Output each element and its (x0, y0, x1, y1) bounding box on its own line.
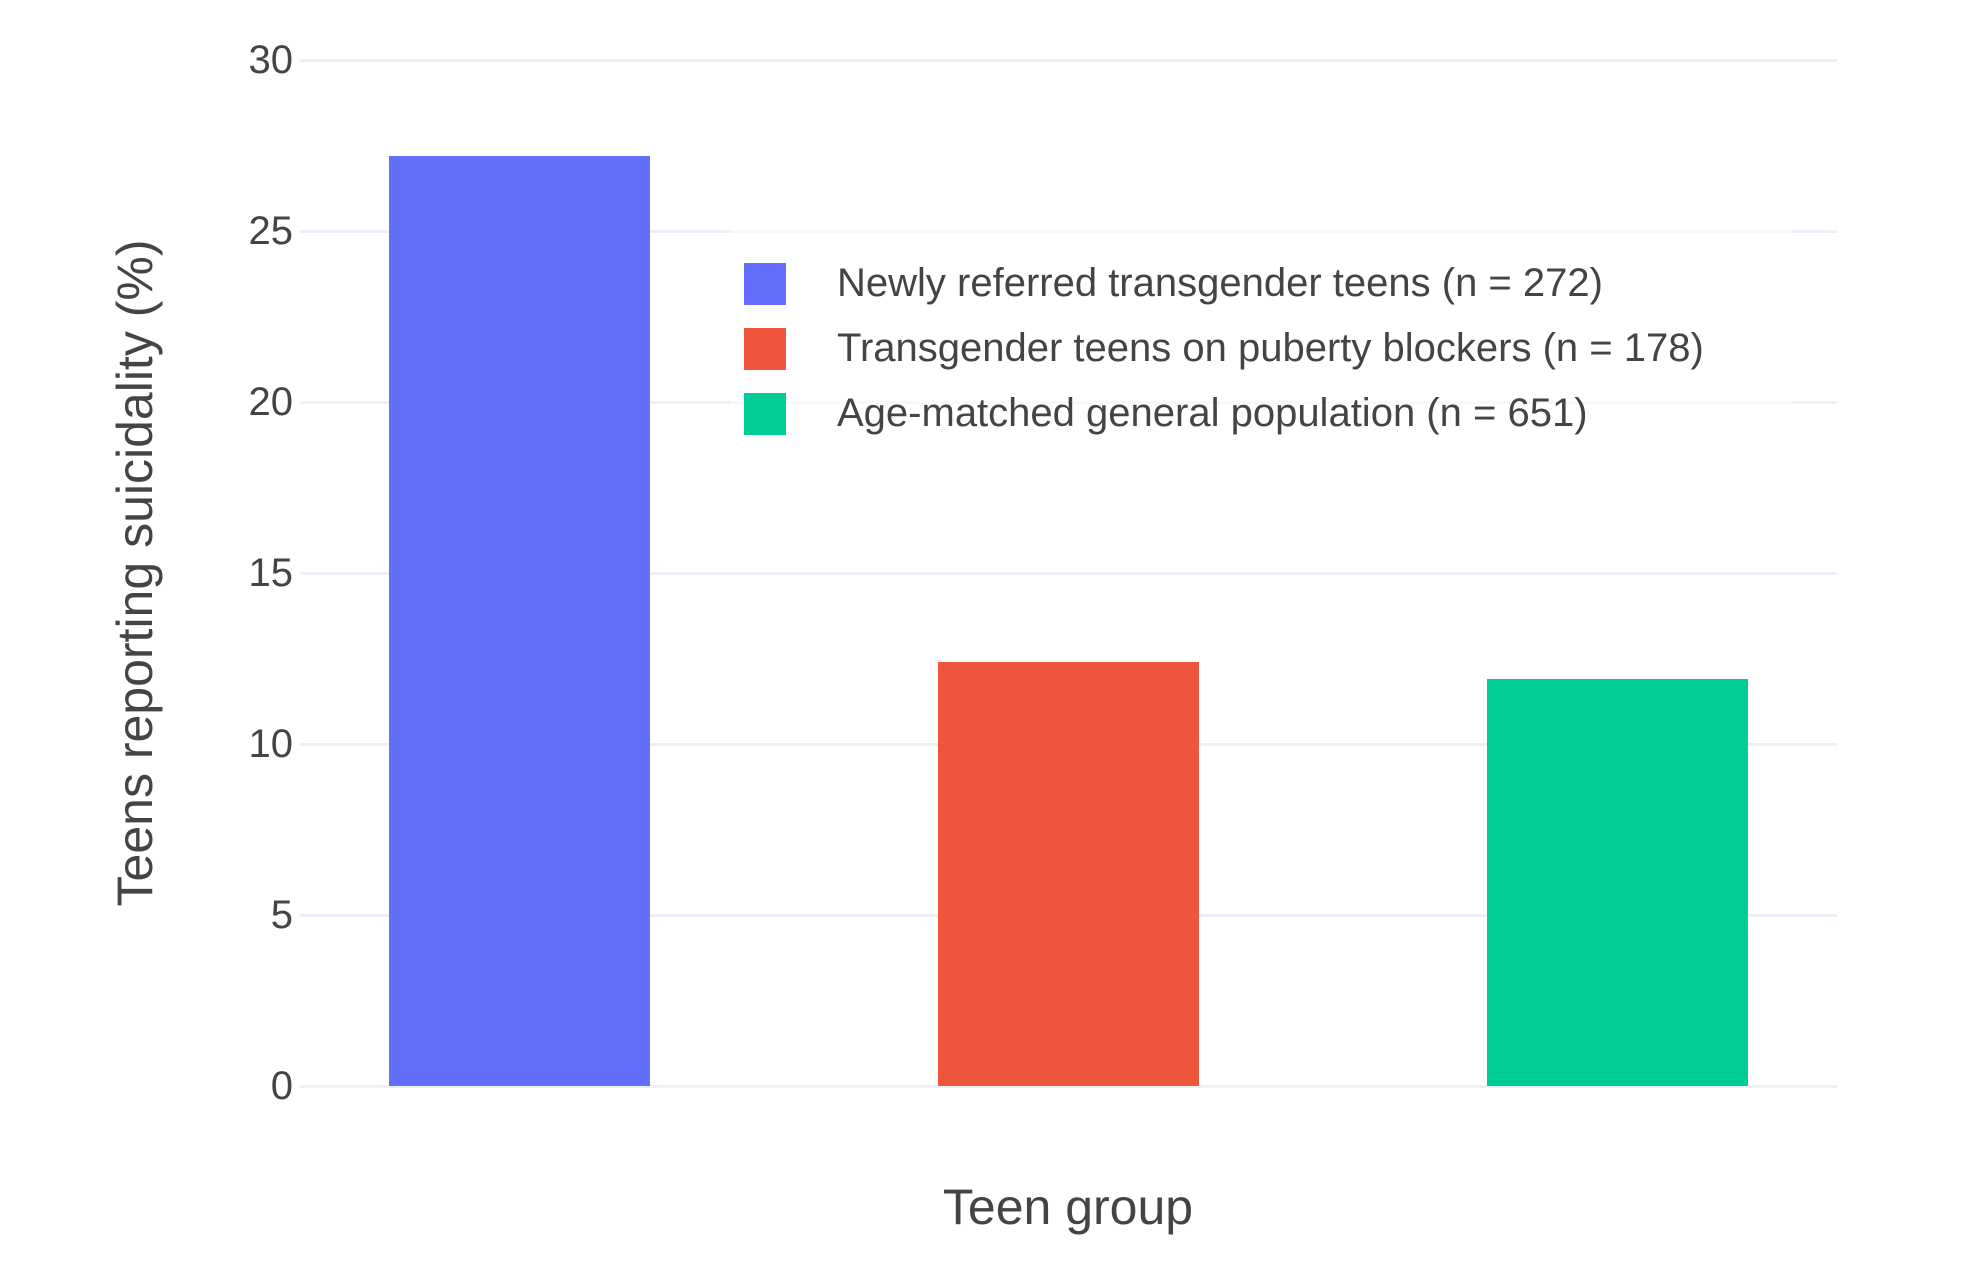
gridline (300, 58, 1837, 62)
legend-swatch-icon (744, 327, 786, 370)
bar-2 (938, 661, 1199, 1086)
bar-1 (388, 155, 650, 1086)
y-tick-label: 10 (248, 722, 294, 766)
legend: Newly referred transgender teens (n = 27… (730, 226, 1792, 456)
legend-label: Transgender teens on puberty blockers (n… (837, 326, 1704, 370)
y-tick-label: 0 (270, 1064, 293, 1108)
legend-swatch-icon (744, 262, 786, 305)
x-axis-title: Teen group (942, 1179, 1194, 1235)
legend-label: Age-matched general population (n = 651) (837, 391, 1588, 435)
bar-3 (1487, 679, 1748, 1086)
gridline (300, 571, 1837, 575)
y-tick-label: 15 (248, 551, 294, 595)
legend-item-3: Age-matched general population (n = 651) (744, 381, 1792, 446)
y-tick-label: 30 (248, 38, 294, 82)
legend-swatch-icon (744, 392, 786, 435)
legend-label: Newly referred transgender teens (n = 27… (837, 261, 1603, 305)
y-tick-label: 5 (270, 893, 293, 937)
legend-item-1: Newly referred transgender teens (n = 27… (744, 251, 1792, 316)
y-tick-label: 25 (248, 209, 294, 253)
legend-item-2: Transgender teens on puberty blockers (n… (744, 316, 1792, 381)
y-tick-label: 20 (248, 380, 294, 424)
zero-line (300, 1084, 1837, 1088)
y-axis-title: Teens reporting suicidality (%) (107, 239, 163, 907)
